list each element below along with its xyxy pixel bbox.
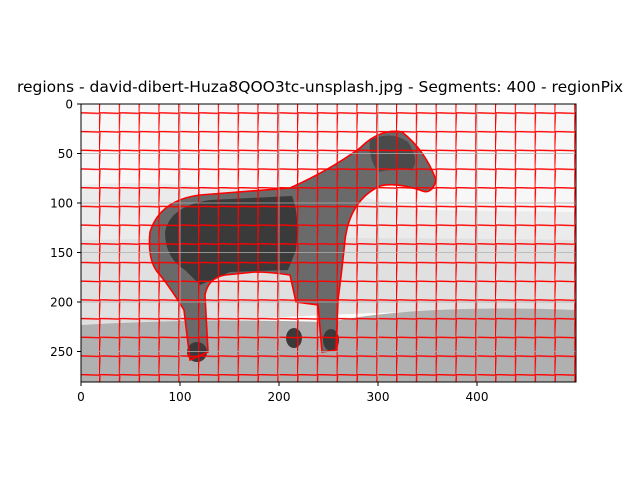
y-tick-label: 150 bbox=[50, 246, 73, 260]
y-axis: 0 50 100 150 200 250 bbox=[50, 98, 81, 359]
horse-boundary bbox=[148, 130, 437, 362]
x-axis: 0 100 200 300 400 bbox=[77, 382, 488, 404]
axes-frame bbox=[80, 103, 577, 383]
segmented-image bbox=[81, 104, 576, 382]
y-tick-label: 100 bbox=[50, 197, 73, 211]
y-tick-label: 0 bbox=[65, 98, 73, 112]
y-tick-label: 250 bbox=[50, 345, 73, 359]
x-tick-label: 100 bbox=[169, 390, 192, 404]
x-tick-label: 200 bbox=[268, 390, 291, 404]
x-tick-label: 300 bbox=[367, 390, 390, 404]
y-tick-label: 50 bbox=[58, 147, 73, 161]
superpixel-boundaries bbox=[81, 104, 576, 382]
y-tick-label: 200 bbox=[50, 296, 73, 310]
x-tick-label: 400 bbox=[466, 390, 489, 404]
x-tick-label: 0 bbox=[77, 390, 85, 404]
figure-title: regions - david-dibert-Huza8QOO3tc-unspl… bbox=[16, 78, 624, 96]
